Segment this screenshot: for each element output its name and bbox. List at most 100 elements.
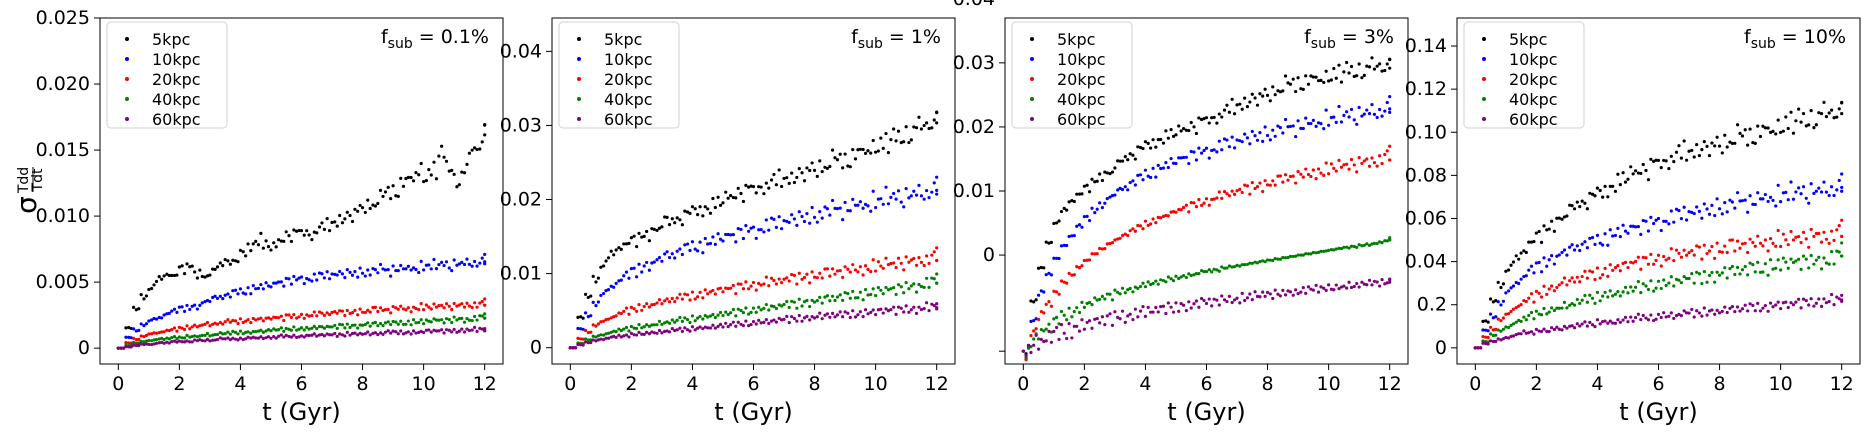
data-point-20kpc xyxy=(368,310,372,314)
data-point-60kpc xyxy=(843,310,847,314)
data-point-5kpc xyxy=(1771,129,1775,133)
data-point-5kpc xyxy=(137,307,141,311)
data-point-10kpc xyxy=(1174,161,1178,166)
data-point-40kpc xyxy=(874,293,878,298)
data-point-5kpc xyxy=(462,171,467,175)
data-point-10kpc xyxy=(863,202,868,206)
data-point-20kpc xyxy=(1763,238,1767,242)
data-point-60kpc xyxy=(1753,309,1757,313)
data-point-40kpc xyxy=(892,285,896,290)
data-point-40kpc xyxy=(1817,255,1821,259)
data-point-5kpc xyxy=(338,213,342,218)
data-point-20kpc xyxy=(1751,240,1755,245)
data-point-10kpc xyxy=(701,251,705,255)
data-point-10kpc xyxy=(129,336,133,340)
data-point-20kpc xyxy=(642,304,646,309)
data-point-5kpc xyxy=(1360,76,1364,80)
data-point-20kpc xyxy=(825,267,829,271)
data-point-5kpc xyxy=(1288,82,1293,86)
data-point-5kpc xyxy=(579,315,583,319)
data-point-10kpc xyxy=(1054,256,1059,260)
data-point-5kpc xyxy=(917,115,921,119)
data-point-5kpc xyxy=(1840,112,1844,116)
data-point-60kpc xyxy=(1345,286,1349,290)
data-point-5kpc xyxy=(1527,240,1531,244)
data-point-20kpc xyxy=(394,306,398,310)
data-point-20kpc xyxy=(1486,335,1490,340)
data-point-10kpc xyxy=(1222,137,1227,141)
data-point-10kpc xyxy=(685,242,690,246)
data-point-60kpc xyxy=(1776,300,1780,304)
data-point-40kpc xyxy=(1545,312,1549,316)
data-point-10kpc xyxy=(218,294,222,298)
data-point-60kpc xyxy=(259,335,263,339)
data-point-40kpc xyxy=(1748,261,1752,265)
data-point-40kpc xyxy=(1291,254,1295,259)
data-point-40kpc xyxy=(886,288,891,292)
data-point-60kpc xyxy=(634,333,639,337)
data-point-5kpc xyxy=(1738,131,1742,135)
data-point-40kpc xyxy=(1560,306,1564,310)
data-point-5kpc xyxy=(221,263,225,268)
data-point-10kpc xyxy=(1636,225,1640,229)
data-point-5kpc xyxy=(818,159,822,163)
data-point-5kpc xyxy=(455,185,459,189)
data-point-40kpc xyxy=(724,310,728,314)
data-point-60kpc xyxy=(1161,304,1166,308)
data-point-60kpc xyxy=(1817,297,1821,301)
data-point-5kpc xyxy=(1151,138,1155,142)
data-point-5kpc xyxy=(1370,56,1374,60)
data-point-20kpc xyxy=(1177,207,1181,212)
data-point-10kpc xyxy=(866,204,870,208)
data-point-5kpc xyxy=(409,175,413,180)
data-point-60kpc xyxy=(427,328,431,332)
data-point-60kpc xyxy=(1215,298,1219,302)
data-point-40kpc xyxy=(417,320,421,325)
data-point-40kpc xyxy=(350,323,355,327)
data-point-10kpc xyxy=(1329,115,1333,120)
data-point-20kpc xyxy=(795,282,799,286)
data-point-20kpc xyxy=(1488,325,1493,329)
data-point-10kpc xyxy=(1103,201,1107,205)
data-point-60kpc xyxy=(1230,300,1234,305)
data-point-20kpc xyxy=(307,314,311,318)
data-point-5kpc xyxy=(147,287,151,292)
y-tick-label: 0.04 xyxy=(500,40,542,62)
data-point-10kpc xyxy=(1362,112,1366,116)
data-point-20kpc xyxy=(376,309,380,314)
data-point-10kpc xyxy=(629,267,633,271)
data-point-60kpc xyxy=(1322,286,1326,290)
data-point-10kpc xyxy=(371,267,375,271)
data-point-60kpc xyxy=(1263,294,1267,298)
data-point-5kpc xyxy=(238,248,243,252)
data-point-5kpc xyxy=(452,172,456,176)
data-point-5kpc xyxy=(1725,145,1729,149)
data-point-20kpc xyxy=(1524,299,1528,304)
data-point-40kpc xyxy=(1232,265,1237,269)
data-point-20kpc xyxy=(767,284,771,288)
data-point-20kpc xyxy=(652,302,656,307)
data-point-40kpc xyxy=(432,317,436,321)
data-point-40kpc xyxy=(1629,285,1633,289)
fsub-value: = 1% xyxy=(883,26,941,48)
data-point-60kpc xyxy=(1840,298,1844,302)
data-point-60kpc xyxy=(1700,314,1704,318)
data-point-60kpc xyxy=(1743,303,1747,307)
data-point-60kpc xyxy=(1570,324,1574,328)
data-point-10kpc xyxy=(462,262,467,267)
data-point-60kpc xyxy=(137,343,141,348)
data-point-60kpc xyxy=(129,345,133,349)
data-point-20kpc xyxy=(1059,279,1064,283)
data-point-20kpc xyxy=(360,310,365,314)
data-point-40kpc xyxy=(1273,257,1277,261)
data-point-10kpc xyxy=(460,260,464,264)
data-point-10kpc xyxy=(599,293,603,298)
data-point-20kpc xyxy=(1281,180,1285,184)
data-point-40kpc xyxy=(731,307,735,312)
data-point-5kpc xyxy=(327,229,332,233)
data-point-10kpc xyxy=(1042,290,1046,294)
data-point-60kpc xyxy=(886,309,891,313)
data-point-20kpc xyxy=(1804,237,1808,241)
data-point-5kpc xyxy=(576,315,580,319)
data-point-60kpc xyxy=(604,336,608,340)
